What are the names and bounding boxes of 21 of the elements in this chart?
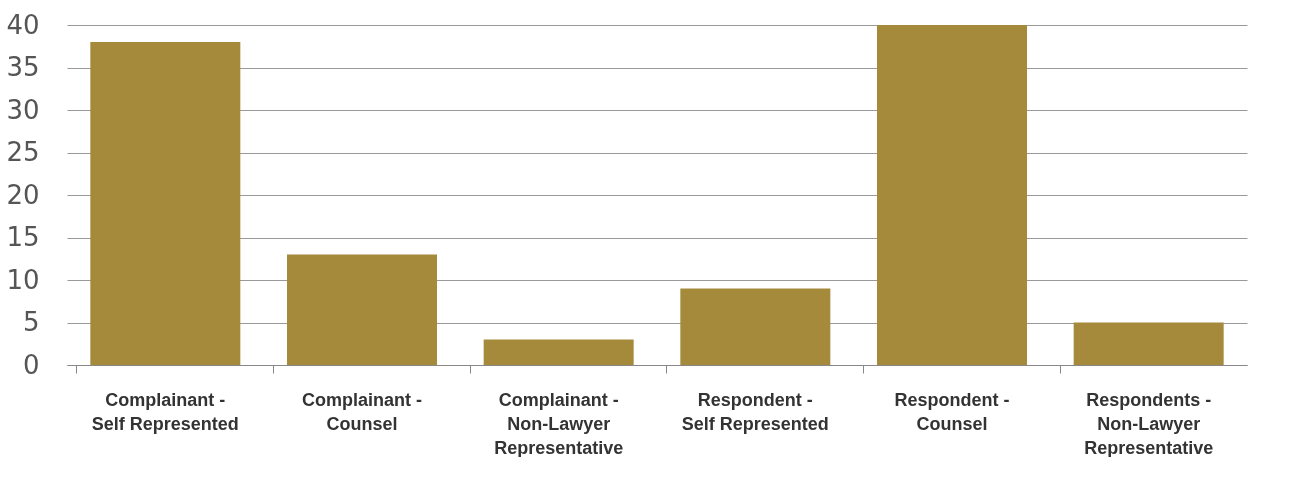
x-tick-label: Respondents - Non-Lawyer Representative <box>1084 389 1214 458</box>
x-tick-label: Respondent - Self Represented <box>681 389 829 434</box>
x-tick-label: Complainant - Self Represented <box>91 389 239 434</box>
y-tick-label: 15 <box>6 222 40 252</box>
y-tick-label: 35 <box>6 52 40 82</box>
bar <box>287 254 437 365</box>
bar <box>483 339 634 365</box>
x-tick-label: Respondent - Counsel <box>894 389 1010 434</box>
bar <box>680 288 831 365</box>
bar <box>90 42 241 365</box>
y-tick-label: 40 <box>6 9 40 40</box>
y-tick-label: 25 <box>6 137 40 167</box>
bar <box>877 25 1027 365</box>
y-tick-label: 0 <box>22 349 40 380</box>
y-tick-label: 5 <box>22 307 40 337</box>
bar <box>1073 322 1224 365</box>
x-tick-label: Complainant - Non-Lawyer Representative <box>494 389 624 458</box>
y-tick-label: 30 <box>6 94 40 125</box>
y-tick-label: 10 <box>6 264 40 295</box>
x-tick-label: Complainant - Counsel <box>302 389 422 434</box>
y-tick-label: 20 <box>6 179 40 210</box>
